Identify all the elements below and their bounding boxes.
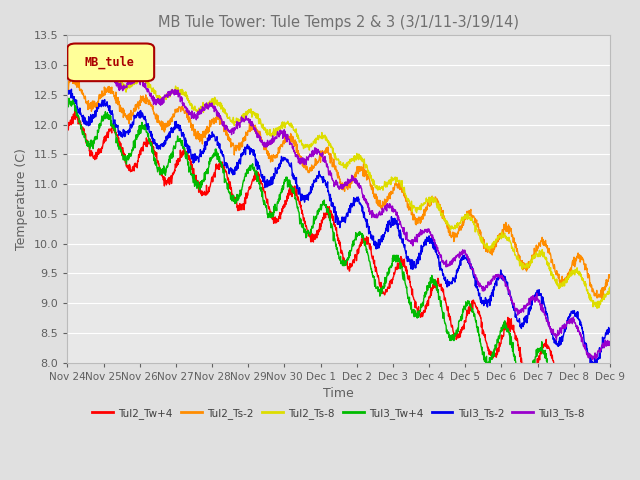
X-axis label: Time: Time xyxy=(323,387,354,400)
FancyBboxPatch shape xyxy=(67,44,154,81)
Text: MB_tule: MB_tule xyxy=(84,56,134,70)
Legend: Tul2_Tw+4, Tul2_Ts-2, Tul2_Ts-8, Tul3_Tw+4, Tul3_Ts-2, Tul3_Ts-8: Tul2_Tw+4, Tul2_Ts-2, Tul2_Ts-8, Tul3_Tw… xyxy=(88,404,589,423)
Y-axis label: Temperature (C): Temperature (C) xyxy=(15,148,28,250)
Title: MB Tule Tower: Tule Temps 2 & 3 (3/1/11-3/19/14): MB Tule Tower: Tule Temps 2 & 3 (3/1/11-… xyxy=(158,15,519,30)
